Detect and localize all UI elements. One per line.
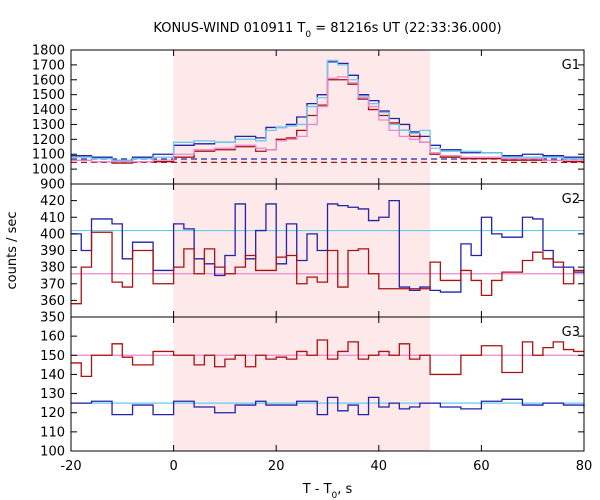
y-tick-label: 1600 bbox=[32, 73, 65, 88]
y-tick-label: 140 bbox=[40, 368, 65, 383]
y-tick-label: 1700 bbox=[32, 58, 65, 73]
x-tick-label: 0 bbox=[169, 459, 177, 474]
y-tick-label: 1100 bbox=[32, 148, 65, 163]
series-line-g3-0 bbox=[71, 396, 585, 416]
y-tick-label: 150 bbox=[40, 349, 65, 364]
y-tick-label: 1300 bbox=[32, 118, 65, 133]
x-tick-label: 80 bbox=[576, 459, 593, 474]
shaded-interval bbox=[173, 50, 431, 451]
y-tick-label: 400 bbox=[40, 227, 65, 242]
title-subscript: 0 bbox=[305, 30, 311, 40]
y-tick-label: 410 bbox=[40, 211, 65, 226]
y-tick-label: 1000 bbox=[32, 163, 65, 178]
y-tick-label: 100 bbox=[40, 445, 65, 460]
y-tick-label: 1200 bbox=[32, 133, 65, 148]
y-tick-label: 1500 bbox=[32, 88, 65, 103]
series-line-g2-0 bbox=[71, 199, 584, 293]
y-tick-label: 390 bbox=[40, 244, 65, 259]
y-tick-label: 160 bbox=[40, 330, 65, 345]
y-tick-label: 1800 bbox=[32, 44, 65, 59]
series-line-g1-3 bbox=[71, 76, 584, 163]
svg-text:T - T0, s: T - T0, s bbox=[302, 482, 353, 500]
panel-name-label: G2 bbox=[562, 192, 580, 207]
y-tick-label: 350 bbox=[40, 311, 65, 326]
x-tick-label: 20 bbox=[268, 459, 285, 474]
x-tick-label: 40 bbox=[371, 459, 388, 474]
y-axis-label: counts / sec bbox=[5, 211, 20, 289]
panel-name-label: G3 bbox=[562, 325, 580, 340]
panel-frame bbox=[70, 316, 585, 452]
x-axis-label: T - T0, s bbox=[302, 482, 353, 500]
title-suffix: = 81216s UT (22:33:36.000) bbox=[311, 21, 501, 36]
xlabel-main: T - T bbox=[302, 482, 332, 497]
x-tick-label: 60 bbox=[473, 459, 490, 474]
y-tick-label: 360 bbox=[40, 294, 65, 309]
y-tick-label: 420 bbox=[40, 194, 65, 209]
panel-g3: 100 110 120 130 140 150 160 G3 bbox=[40, 316, 585, 460]
svg-text:counts / sec: counts / sec bbox=[5, 211, 20, 289]
y-tick-label: 1400 bbox=[32, 103, 65, 118]
x-tick-label: -20 bbox=[60, 459, 81, 474]
y-tick-label: 130 bbox=[40, 387, 65, 402]
y-tick-label: 120 bbox=[40, 406, 65, 421]
y-tick-label: 370 bbox=[40, 277, 65, 292]
series-line-g3-1 bbox=[71, 339, 584, 377]
title-main: KONUS-WIND 010911 T bbox=[153, 21, 305, 36]
series-line-g2-1 bbox=[71, 231, 584, 305]
chart-title: KONUS-WIND 010911 T0 = 81216s UT (22:33:… bbox=[153, 21, 501, 40]
xlabel-suffix: , s bbox=[337, 482, 352, 497]
x-axis: -20 0 20 40 60 80 bbox=[60, 459, 592, 474]
series-line-g1-2 bbox=[71, 59, 584, 161]
y-tick-label: 380 bbox=[40, 261, 65, 276]
panel-name-label: G1 bbox=[562, 58, 580, 73]
y-tick-label: 900 bbox=[40, 178, 65, 193]
y-tick-label: 110 bbox=[40, 425, 65, 440]
xlabel-subscript: 0 bbox=[332, 491, 338, 500]
svg-text:KONUS-WIND 010911 T0 = 81216s: KONUS-WIND 010911 T0 = 81216s UT (22:33:… bbox=[153, 21, 501, 40]
